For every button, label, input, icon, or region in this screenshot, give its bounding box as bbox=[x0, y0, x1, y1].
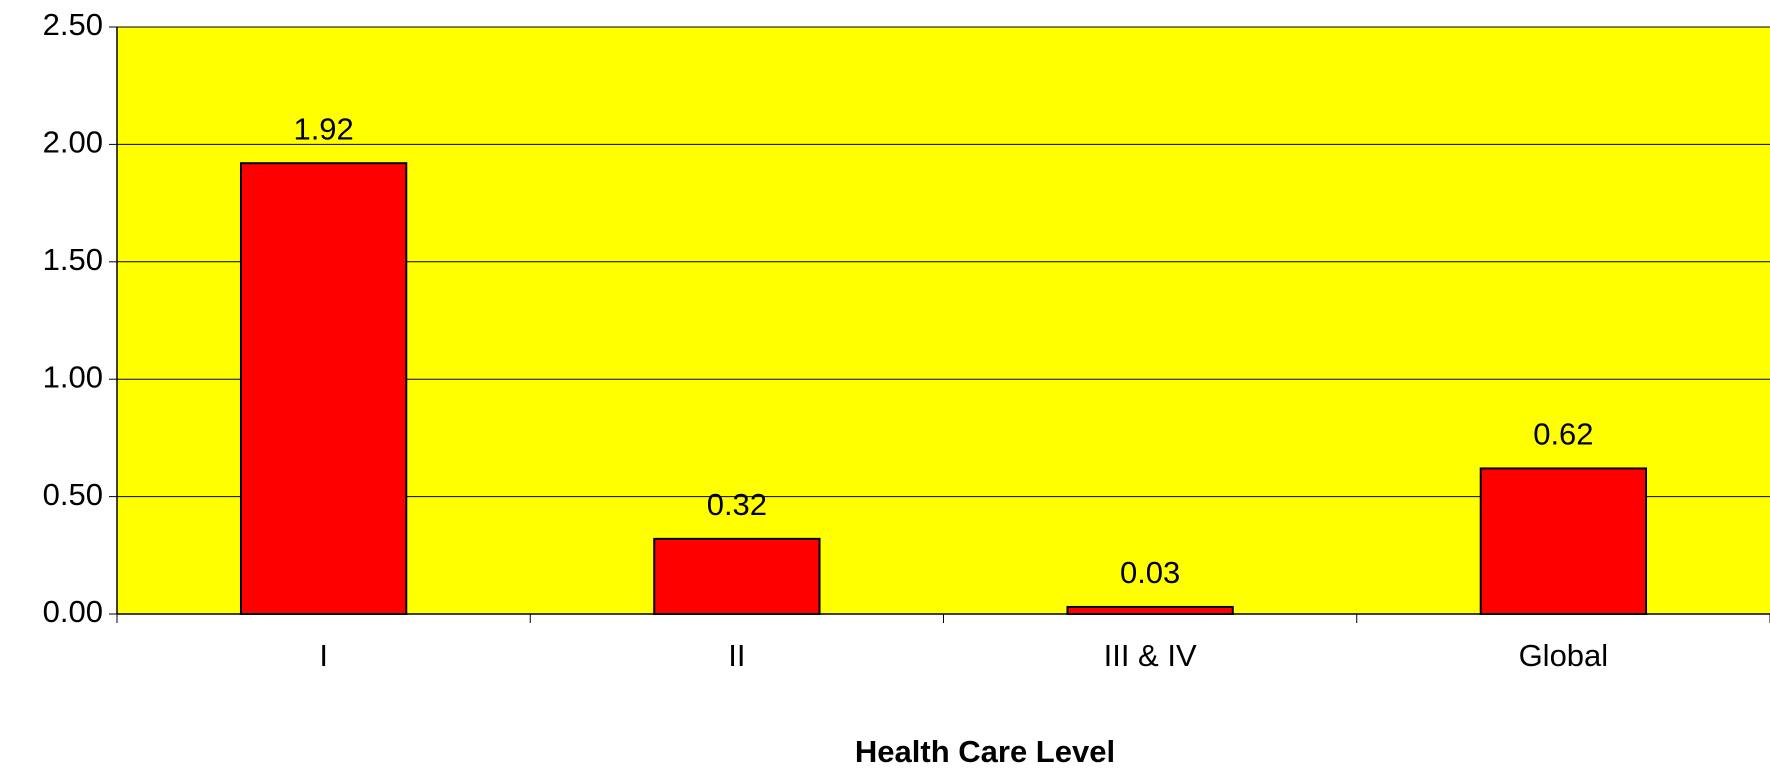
y-tick-label: 0.50 bbox=[43, 477, 103, 512]
bar bbox=[239, 162, 408, 616]
bar bbox=[1066, 605, 1234, 615]
y-tick-label: 1.00 bbox=[43, 359, 103, 394]
x-axis-title: Health Care Level bbox=[855, 734, 1115, 769]
data-label: 1.92 bbox=[293, 111, 353, 146]
y-tick-label: 2.00 bbox=[43, 125, 103, 160]
x-tick-label: III & IV bbox=[1104, 638, 1197, 673]
data-label: 0.62 bbox=[1533, 417, 1593, 452]
x-tick-label: Global bbox=[1519, 638, 1609, 673]
x-tick-label: I bbox=[319, 638, 328, 673]
y-tick-label: 0.00 bbox=[43, 594, 103, 629]
data-label: 0.03 bbox=[1120, 555, 1180, 590]
y-tick-label: 2.50 bbox=[43, 7, 103, 42]
x-tick-label: II bbox=[728, 638, 745, 673]
data-label: 0.32 bbox=[707, 487, 767, 522]
y-tick-label: 1.50 bbox=[43, 242, 103, 277]
bar bbox=[1479, 467, 1648, 616]
bar bbox=[653, 537, 821, 616]
